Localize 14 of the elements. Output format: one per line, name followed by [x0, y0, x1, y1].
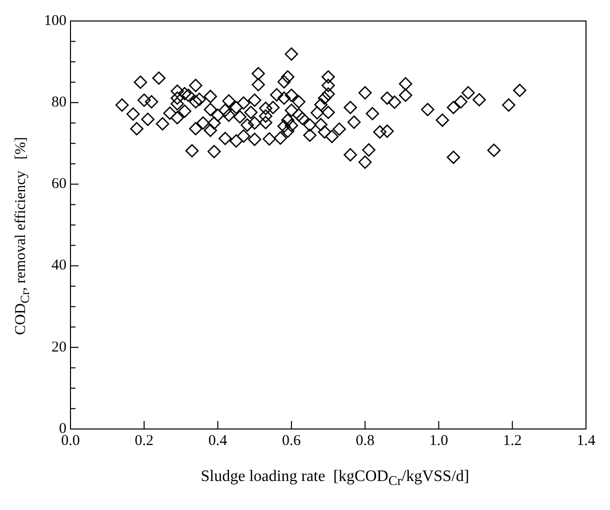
y-tick-label: 100 — [44, 12, 66, 29]
x-tick-label: 1.2 — [502, 432, 522, 449]
y-tick-label: 80 — [52, 94, 66, 111]
x-tick-label: 1.0 — [429, 432, 448, 449]
y-tick-label: 60 — [52, 176, 66, 192]
x-tick-label: 0.8 — [356, 432, 374, 449]
x-tick-label: 1.4 — [576, 432, 596, 449]
x-tick-label: 0.0 — [61, 432, 80, 449]
y-tick-label: 40 — [52, 258, 66, 274]
x-tick-label: 0.2 — [134, 432, 154, 449]
x-tick-label: 0.4 — [208, 432, 228, 449]
x-axis-title: Sludge loading rate [kgCOD$_{Cr}$/kgVSS/d] — [200, 468, 470, 490]
x-tick-label: 0.6 — [282, 432, 302, 449]
y-tick-label: 20 — [52, 339, 66, 356]
